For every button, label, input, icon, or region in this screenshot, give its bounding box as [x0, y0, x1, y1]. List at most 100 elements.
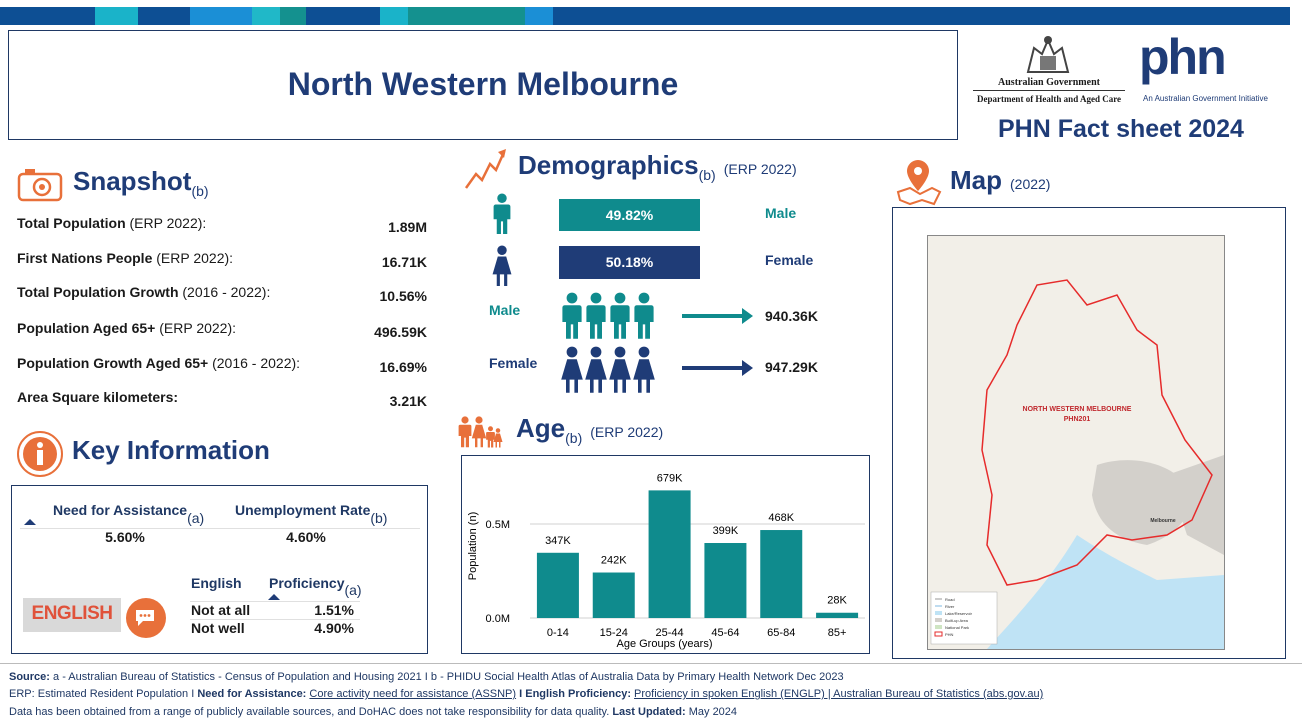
female-icon [492, 245, 512, 286]
legend-item: River [945, 604, 955, 609]
demographics-title: Demographics [518, 150, 699, 180]
x-tick-label: 15-24 [600, 627, 628, 639]
label: Unemployment Rate [235, 502, 371, 518]
decoration [896, 186, 942, 206]
decoration [934, 631, 943, 637]
decoration [914, 167, 922, 175]
snapshot-value: 3.21K [389, 393, 427, 409]
unemployment-value: 4.60% [286, 529, 326, 545]
decoration [682, 360, 753, 376]
decoration [935, 611, 942, 615]
decoration [562, 292, 582, 339]
need-label: Need for Assistance(a) [53, 502, 204, 526]
x-tick-label: 0-14 [547, 627, 569, 639]
snapshot-label: Population Growth Aged 65+ (2016 - 2022)… [17, 355, 300, 371]
key-info-box [11, 485, 428, 654]
legend-item: National Park [945, 625, 969, 630]
link[interactable]: Proficiency in spoken English (ENGLP) | … [634, 688, 1044, 700]
footer-source: Source: a - Australian Bureau of Statist… [9, 671, 844, 683]
y-tick-label: 0.0M [486, 613, 510, 625]
snapshot-superscript: (b) [191, 183, 209, 199]
male-label: Male [765, 205, 797, 221]
male-count: 940.36K [765, 308, 818, 324]
x-axis-label: Age Groups (years) [617, 638, 713, 650]
note: (2016 - 2022): [178, 284, 271, 300]
proficiency-header: Proficiency(a) [269, 575, 362, 598]
decoration [493, 428, 503, 448]
snapshot-value: 1.89M [388, 219, 427, 235]
label: Source: [9, 671, 50, 683]
bar [704, 543, 747, 618]
sort-icon [268, 594, 280, 600]
text: May 2024 [685, 706, 738, 718]
note: (ERP 2022) [590, 424, 664, 440]
divider [190, 601, 360, 602]
decoration [464, 151, 506, 189]
bar [760, 530, 803, 618]
note: (ERP 2022): [152, 250, 234, 266]
label: Proficiency [269, 575, 345, 591]
bar [536, 552, 579, 618]
decoration [32, 177, 52, 197]
superscript: (b) [565, 430, 583, 446]
page-title: North Western Melbourne [287, 66, 679, 102]
region-code: PHN201 [1064, 416, 1091, 423]
decoration [0, 7, 1290, 25]
label: Population Aged 65+ [17, 320, 156, 336]
decoration [1092, 460, 1190, 545]
english-icon-text: ENGLISH [31, 603, 113, 624]
top-strip [0, 7, 1290, 25]
age-heading: Age(b) (ERP 2022) [516, 413, 663, 446]
divider [190, 619, 360, 620]
arrow [682, 360, 753, 376]
city-label: Melbourne [1150, 518, 1175, 524]
gov-line2: Department of Health and Aged Care [976, 94, 1122, 104]
decoration [252, 7, 280, 25]
crest [1026, 36, 1070, 73]
need-value: 5.60% [105, 529, 145, 545]
data-label: 399K [713, 525, 739, 537]
x-tick-label: 25-44 [656, 627, 684, 639]
proficiency-row-value: 4.90% [314, 620, 354, 636]
decoration [585, 346, 607, 393]
decoration [380, 7, 408, 25]
legend-item: PHN [945, 632, 954, 637]
region-label: NORTH WESTERN MELBOURNE [1023, 406, 1132, 413]
decoration [935, 625, 942, 629]
decoration [492, 245, 512, 286]
proficiency-row-label: Not well [191, 620, 245, 636]
link[interactable]: Core activity need for assistance (ASSNP… [309, 688, 517, 700]
proficiency-row-value: 1.51% [314, 602, 354, 618]
snapshot-value: 16.71K [381, 254, 427, 270]
decoration [280, 7, 306, 25]
trend-icon [464, 149, 506, 189]
map-image: NORTH WESTERN MELBOURNE PHN201 Melbourne… [927, 235, 1225, 650]
decoration [1026, 37, 1070, 73]
snapshot-label: Total Population (ERP 2022): [17, 215, 206, 231]
chat-icon [126, 598, 166, 638]
phn-tagline: An Australian Government Initiative [1143, 94, 1268, 103]
decoration [935, 618, 942, 622]
gov-rule [973, 90, 1125, 91]
chart-box [461, 455, 870, 654]
snapshot-value: 496.59K [374, 324, 427, 340]
snapshot-label: First Nations People (ERP 2022): [17, 250, 233, 266]
decoration [1040, 56, 1056, 70]
footer-definitions: ERP: Estimated Resident Population I Nee… [9, 688, 1043, 700]
decoration [139, 614, 143, 617]
title-box [8, 30, 958, 140]
decoration [190, 7, 252, 25]
family-icon [458, 416, 503, 448]
snapshot-label: Population Aged 65+ (ERP 2022): [17, 320, 236, 336]
label: Need for Assistance: [197, 688, 307, 700]
bar [816, 612, 859, 618]
label: Last Updated: [612, 706, 686, 718]
data-label: 347K [545, 535, 571, 547]
label: English Proficiency: [525, 688, 631, 700]
snapshot-value: 10.56% [379, 288, 427, 304]
decoration [143, 614, 147, 617]
snapshot-value: 16.69% [379, 359, 427, 375]
male-group-icon [562, 292, 654, 339]
decoration [39, 184, 45, 190]
